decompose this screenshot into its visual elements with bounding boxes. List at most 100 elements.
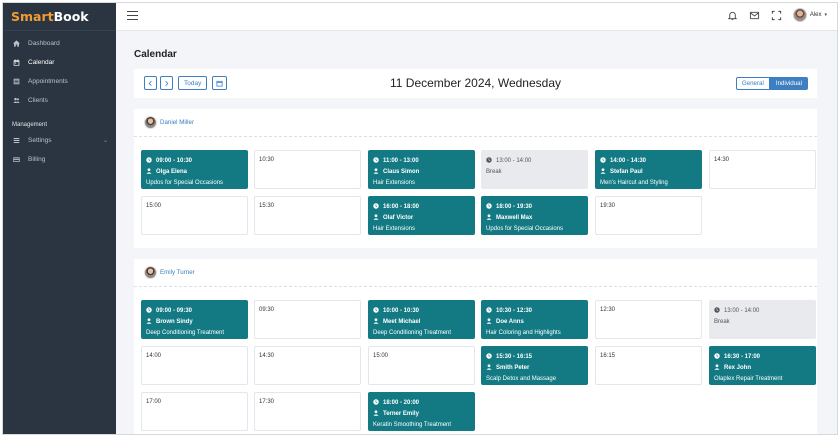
fullscreen-icon[interactable] <box>771 9 783 21</box>
slot-time: 14:00 - 14:30 <box>610 157 647 164</box>
clock-icon <box>486 306 496 315</box>
slot-time: 14:30 <box>259 353 275 359</box>
brand-logo[interactable]: Smart Book <box>3 3 116 31</box>
break-slot[interactable]: 13:00 - 14:00 Break <box>709 300 816 339</box>
menu-toggle-icon[interactable] <box>127 11 138 21</box>
free-slot[interactable]: 16:15 <box>595 346 702 385</box>
sidebar-item-billing[interactable]: Billing <box>3 150 116 169</box>
main-content: Calendar Today 11 December 2024, Wednesd… <box>116 31 837 434</box>
slot-time: 09:30 <box>259 307 275 313</box>
chevron-down-icon: ▾ <box>824 12 827 18</box>
appointment-slot[interactable]: 15:30 - 16:15 Smith Peter Scalp Detox and … <box>481 346 588 385</box>
appointment-slot[interactable]: 18:00 - 20:00 Terner Emily Keratin Smoothi… <box>368 392 475 431</box>
slot-service: Keratin Smoothing Treatment <box>373 421 452 428</box>
calendar-icon <box>12 58 21 67</box>
free-slot[interactable]: 14:30 <box>709 150 816 189</box>
free-slot[interactable]: 15:00 <box>368 346 475 385</box>
slot-time: 16:30 - 17:00 <box>724 353 761 360</box>
sidebar-item-settings[interactable]: Settings ⌄ <box>3 131 116 150</box>
prev-day-button[interactable] <box>144 76 157 90</box>
sidebar: Smart Book Dashboard Calendar Appointment… <box>3 3 116 434</box>
slot-client: Claus Simon <box>383 168 420 175</box>
next-day-button[interactable] <box>160 76 173 90</box>
today-button[interactable]: Today <box>178 76 208 90</box>
sidebar-nav: Dashboard Calendar Appointments Clients <box>3 31 116 110</box>
free-slot[interactable]: 12:30 <box>595 300 702 339</box>
free-slot[interactable]: 15:00 <box>141 196 248 235</box>
free-slot[interactable]: 17:30 <box>254 392 361 431</box>
slot-time: 13:00 - 14:00 <box>724 307 760 314</box>
slot-service: Deep Conditioning Treatment <box>146 329 225 336</box>
user-menu[interactable]: Alex ▾ <box>792 8 827 22</box>
slot-time: 18:00 - 19:30 <box>496 203 533 210</box>
appointment-slot[interactable]: 16:30 - 17:00 Rex John Olaplex Repair Trea… <box>709 346 816 385</box>
slot-time: 10:00 - 10:30 <box>383 307 420 314</box>
slot-time: 19:30 <box>600 203 616 209</box>
avatar <box>792 8 807 22</box>
slot-time: 18:00 - 20:00 <box>383 399 420 406</box>
staff-name[interactable]: Daniel Miller <box>160 119 195 126</box>
slot-time: 10:30 - 12:30 <box>496 307 533 314</box>
clock-icon <box>146 306 156 315</box>
free-slot[interactable]: 14:30 <box>254 346 361 385</box>
appointment-slot[interactable]: 10:00 - 10:30 Meet Michael Deep Conditioni… <box>368 300 475 339</box>
free-slot[interactable]: 17:00 <box>141 392 248 431</box>
home-icon <box>12 39 21 48</box>
appointment-slot[interactable]: 18:00 - 19:30 Maxwell Max Updos for Specia… <box>481 196 588 235</box>
user-icon <box>373 213 383 222</box>
view-individual-button[interactable]: Individual <box>769 77 808 90</box>
view-general-button[interactable]: General <box>735 77 770 90</box>
sidebar-item-clients[interactable]: Clients <box>3 91 116 110</box>
sidebar-section-management: Management <box>12 122 48 128</box>
bell-icon[interactable] <box>727 9 739 21</box>
sidebar-item-dashboard[interactable]: Dashboard <box>3 34 116 53</box>
slot-client: Meet Michael <box>383 318 421 325</box>
free-slot[interactable]: 15:30 <box>254 196 361 235</box>
appointment-slot[interactable]: 11:00 - 13:00 Claus Simon Hair Extensions <box>368 150 475 189</box>
sidebar-item-label: Settings <box>28 137 52 144</box>
user-icon <box>373 317 383 326</box>
user-icon <box>146 167 156 176</box>
slot-time: 12:30 <box>600 307 616 313</box>
user-icon <box>146 317 156 326</box>
date-picker-button[interactable] <box>212 76 228 90</box>
sidebar-item-label: Clients <box>28 97 48 104</box>
staff-card-daniel-miller: Daniel Miller 09:00 - 10:30 Olga Elena Upd… <box>134 109 817 248</box>
sidebar-item-calendar[interactable]: Calendar <box>3 53 116 72</box>
staff-header: Emily Turner <box>134 259 817 287</box>
sidebar-item-appointments[interactable]: Appointments <box>3 72 116 91</box>
user-icon <box>373 167 383 176</box>
slot-time: 11:00 - 13:00 <box>383 157 419 164</box>
slot-service: Men's Haircut and Styling <box>600 179 668 186</box>
staff-card-emily-turner: Emily Turner 09:00 - 09:30 Brown Sindy Dee… <box>134 259 817 434</box>
staff-name[interactable]: Emily Turner <box>160 269 195 276</box>
free-slot[interactable]: 09:30 <box>254 300 361 339</box>
user-name: Alex <box>809 12 822 18</box>
slot-service: Hair Extensions <box>373 179 416 186</box>
slot-service: Hair Coloring and Highlights <box>486 329 561 336</box>
free-slot[interactable]: 19:30 <box>595 196 702 235</box>
slot-time: 15:00 <box>373 353 389 359</box>
users-icon <box>12 96 21 105</box>
appointment-slot[interactable]: 10:30 - 12:30 Doe Anns Hair Coloring and H… <box>481 300 588 339</box>
appointment-slot[interactable]: 14:00 - 14:30 Stefan Paul Men's Haircut an… <box>595 150 702 189</box>
appointment-slot[interactable]: 16:00 - 18:00 Olaf Victor Hair Extensions <box>368 196 475 235</box>
slot-label: Break <box>714 318 730 325</box>
free-slot[interactable]: 14:00 <box>141 346 248 385</box>
break-slot[interactable]: 13:00 - 14:00 Break <box>481 150 588 189</box>
mail-icon[interactable] <box>749 9 761 21</box>
free-slot[interactable]: 10:30 <box>254 150 361 189</box>
clock-icon <box>486 202 496 211</box>
slot-time: 09:00 - 09:30 <box>156 307 193 314</box>
calendar-toolbar: Today 11 December 2024, Wednesday Genera… <box>134 69 817 98</box>
user-icon <box>373 409 383 418</box>
slot-client: Brown Sindy <box>156 318 193 325</box>
slot-client: Olga Elena <box>156 168 188 175</box>
appointment-slot[interactable]: 09:00 - 10:30 Olga Elena Updos for Special… <box>141 150 248 189</box>
chevron-down-icon: ⌄ <box>102 138 108 144</box>
user-icon <box>714 363 724 372</box>
slot-time: 15:30 <box>259 203 275 209</box>
clock-icon <box>486 156 496 165</box>
appointment-slot[interactable]: 09:00 - 09:30 Brown Sindy Deep Conditionin… <box>141 300 248 339</box>
